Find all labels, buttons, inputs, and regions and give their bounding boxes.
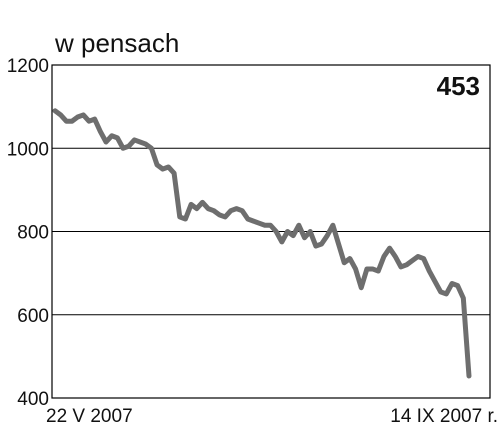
y-tick-label: 800 — [17, 223, 49, 244]
annotation: 453 — [437, 71, 480, 101]
y-tick-label: 1000 — [7, 139, 49, 160]
y-tick-label: 400 — [17, 389, 49, 410]
y-tick-label: 600 — [17, 306, 49, 327]
line — [52, 108, 472, 379]
x-tick-label: 22 V 2007 — [46, 406, 133, 427]
x-tick-label: 14 IX 2007 r. — [390, 406, 498, 427]
plot-frame — [51, 64, 491, 399]
chart-title: w pensach — [54, 28, 179, 58]
y-tick-label: 1200 — [7, 56, 49, 77]
